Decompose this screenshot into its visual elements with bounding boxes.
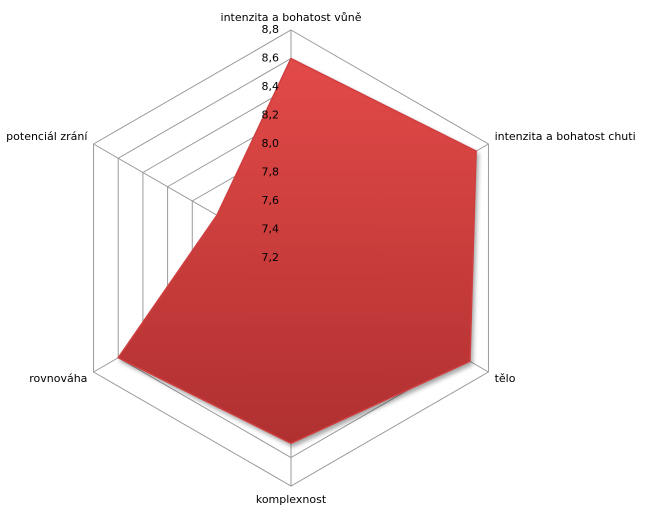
category-label: potenciál zrání: [6, 130, 88, 143]
r-tick-label: 8,4: [262, 80, 280, 93]
r-tick-label: 8,0: [262, 137, 280, 150]
category-label: intenzita a bohatost chuti: [495, 130, 636, 143]
r-tick-label: 7,2: [262, 251, 280, 264]
r-tick-label: 8,8: [262, 23, 280, 36]
category-label: komplexnost: [256, 493, 327, 506]
r-tick-label: 7,4: [262, 223, 280, 236]
r-tick-label: 7,8: [262, 166, 280, 179]
category-label: tělo: [495, 372, 516, 385]
category-label: intenzita a bohatost vůně: [221, 11, 362, 24]
r-tick-label: 7,6: [262, 194, 280, 207]
r-tick-label: 8,6: [262, 52, 280, 65]
radar-area: [117, 57, 477, 445]
category-label: rovnováha: [29, 372, 87, 385]
r-tick-label: 8,2: [262, 109, 280, 122]
